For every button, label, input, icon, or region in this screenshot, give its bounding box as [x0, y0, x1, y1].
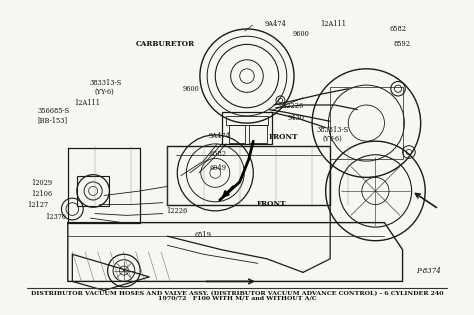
Text: 12370: 12370	[45, 214, 66, 221]
Text: 356685-S: 356685-S	[37, 107, 70, 115]
Text: 9430: 9430	[288, 114, 305, 122]
Text: 12127: 12127	[27, 201, 48, 209]
Bar	[222, 112, 272, 144]
Text: 6582: 6582	[209, 150, 226, 158]
Text: P-8374: P-8374	[416, 267, 440, 276]
Text: 6582: 6582	[389, 25, 406, 33]
Text: DISTRIBUTOR VACUUM HOSES AND VALVE ASSY. (DISTRIBUTOR VACUUM ADVANCE CONTROL) - : DISTRIBUTOR VACUUM HOSES AND VALVE ASSY.…	[31, 291, 443, 296]
Text: 12226: 12226	[166, 207, 188, 215]
Text: 6519: 6519	[194, 232, 211, 239]
Text: 9A474: 9A474	[209, 132, 231, 140]
Text: CARBURETOR: CARBURETOR	[136, 40, 195, 49]
Text: 12106: 12106	[31, 190, 52, 198]
Text: 12A111: 12A111	[320, 20, 346, 28]
Text: FRONT: FRONT	[269, 133, 299, 140]
Text: 12029: 12029	[31, 179, 52, 187]
Bar	[77, 175, 109, 206]
Bar	[226, 116, 268, 125]
Text: (YY-6): (YY-6)	[323, 135, 343, 142]
Text: [BB-153]: [BB-153]	[37, 116, 68, 124]
Text: 383313-S: 383313-S	[89, 79, 121, 87]
Bar	[330, 87, 402, 159]
Text: (YY-6): (YY-6)	[95, 88, 114, 95]
Text: 8592: 8592	[393, 40, 410, 49]
Text: 9600: 9600	[293, 31, 310, 38]
Text: 383313-S: 383313-S	[316, 126, 348, 134]
Text: 9A474: 9A474	[265, 20, 287, 28]
Text: 9600: 9600	[182, 85, 199, 93]
Text: 12226: 12226	[282, 102, 303, 110]
Text: 1970/72   F100 WITH M/T and WITHOUT A/C: 1970/72 F100 WITH M/T and WITHOUT A/C	[158, 295, 316, 300]
Bar	[229, 125, 245, 143]
Text: 6049: 6049	[209, 164, 226, 172]
Text: FRONT: FRONT	[256, 200, 286, 208]
Text: 12A111: 12A111	[74, 99, 100, 107]
Bar	[249, 125, 267, 143]
